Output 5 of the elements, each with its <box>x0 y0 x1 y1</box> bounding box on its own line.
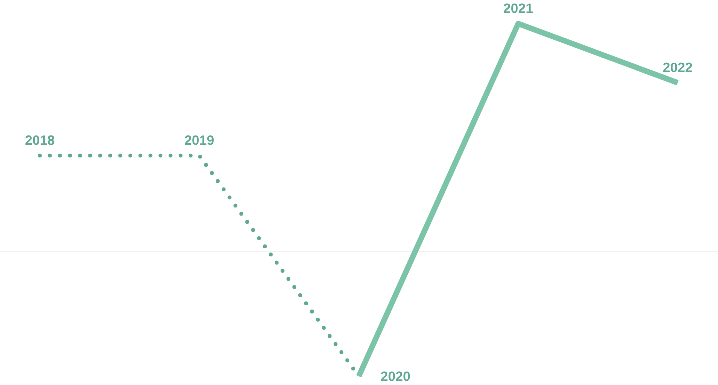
x-tick-label: 2018 <box>26 136 55 146</box>
x-tick-label: 2020 <box>381 372 410 382</box>
x-tick-label: 2021 <box>504 4 533 14</box>
x-tick-label: 2019 <box>185 136 214 146</box>
x-tick-label: 2022 <box>663 62 692 72</box>
